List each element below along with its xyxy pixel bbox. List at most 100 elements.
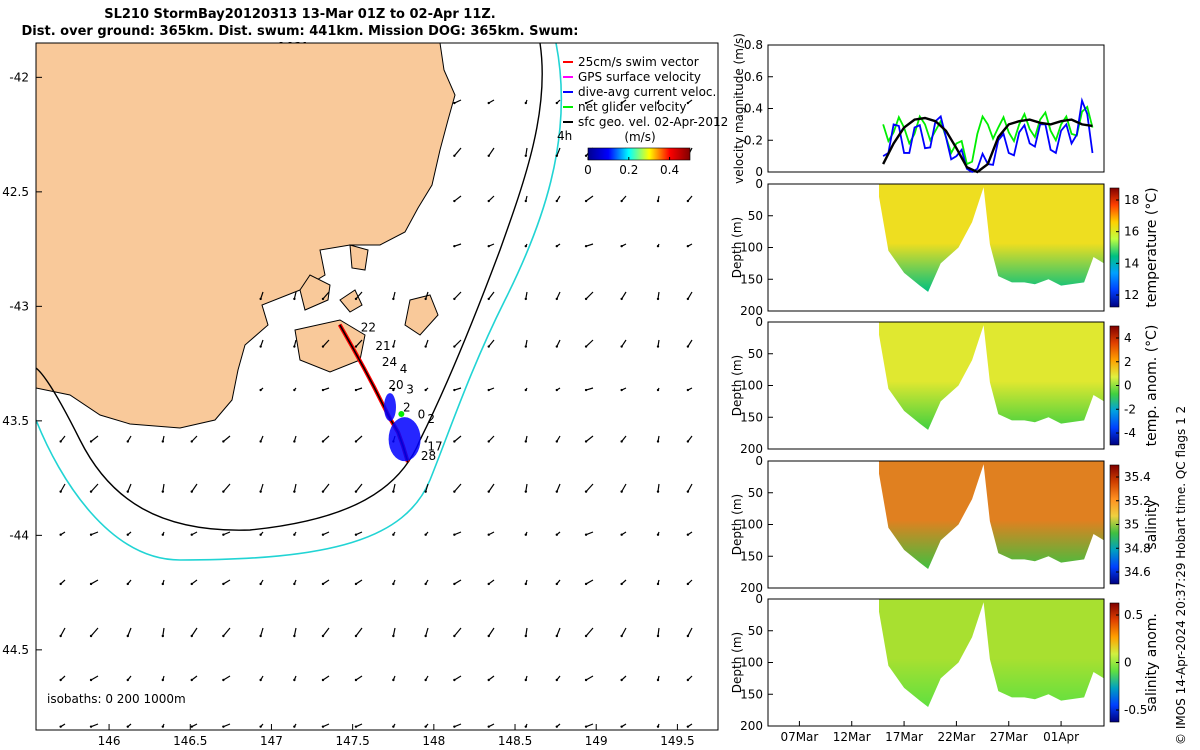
sfc-geo-arrowhead <box>524 101 528 105</box>
sfc-geo-arrow <box>322 339 330 347</box>
sfc-geo-arrow <box>260 627 264 637</box>
depth-tick-label: 200 <box>740 581 763 595</box>
isobath-200m <box>36 43 543 531</box>
velocity-y-tick-label: 0.8 <box>744 38 763 52</box>
colorbar-tick-label: 34.8 <box>1124 541 1151 555</box>
sfc-geo-arrowhead <box>524 678 528 682</box>
sfc-geo-arrowhead <box>656 345 660 348</box>
sfc-geo-arrowhead <box>59 725 62 728</box>
sfc-geo-arrowhead <box>293 345 296 348</box>
colorbar-tick-label: 35.4 <box>1124 470 1151 484</box>
day-label: 20 <box>388 378 403 392</box>
sfc-geo-arrowhead <box>59 440 62 443</box>
colorbar-tick-label: 0 <box>1124 656 1132 670</box>
sfc-geo-arrowhead <box>190 634 193 638</box>
day-label: 17 <box>427 440 442 454</box>
temp-anomaly-section-fill <box>879 322 1104 430</box>
tasmania-land <box>36 43 456 429</box>
sfc-geo-arrow <box>355 675 363 681</box>
sfc-geo-arrow <box>585 627 594 637</box>
temperature-section-fill <box>879 184 1104 292</box>
sfc-geo-arrowhead <box>686 533 690 536</box>
sfc-geo-arrowhead <box>487 440 490 443</box>
sfc-geo-vectors <box>59 99 693 728</box>
coast-island-land <box>349 244 369 271</box>
sfc-geo-arrowhead <box>293 388 296 392</box>
sfc-geo-arrowhead <box>656 101 660 105</box>
sfc-geo-arrowhead <box>126 582 129 586</box>
sfc-geo-arrow <box>222 435 231 442</box>
sfc-geo-arrow <box>657 627 660 637</box>
sfc-geo-arrow <box>488 483 495 492</box>
depth-tick-label: 0 <box>755 454 763 468</box>
sfc-geo-arrowhead <box>555 345 559 348</box>
sfc-geo-arrow <box>355 339 363 347</box>
sfc-geo-arrowhead <box>259 345 262 348</box>
map-x-tick-label: 148 <box>422 734 445 748</box>
sfc-geo-arrowhead <box>453 244 456 248</box>
map-y-tick-label: 42.5 <box>2 185 29 199</box>
sfc-geo-arrowhead <box>524 490 528 493</box>
sfc-geo-arrow <box>585 387 594 391</box>
sfc-geo-arrowhead <box>620 101 623 105</box>
depth-tick-label: 50 <box>748 347 763 361</box>
sfc-geo-arrowhead <box>686 244 690 248</box>
sfc-geo-arrowhead <box>424 297 427 301</box>
sfc-geo-arrowhead <box>453 101 456 105</box>
date-tick-label: 01Apr <box>1043 730 1079 744</box>
sfc-geo-arrow <box>355 435 363 442</box>
dive-avg-current-cluster <box>383 393 396 422</box>
salinity-section-fill <box>879 461 1104 569</box>
sfc-geo-arrow <box>260 483 264 492</box>
sfc-geo-arrow <box>191 435 198 442</box>
sfc-geo-arrowhead <box>89 440 93 443</box>
sfc-geo-arrow <box>223 579 231 585</box>
sfc-geo-arrowhead <box>453 582 456 586</box>
sfc-geo-arrowhead <box>620 388 623 392</box>
sfc-geo-arrowhead <box>424 678 427 682</box>
sfc-geo-arrowhead <box>321 297 325 301</box>
day-label: 0 <box>418 408 426 422</box>
sfc-geo-arrowhead <box>126 634 129 638</box>
colorbar-tick-label: 34.6 <box>1124 565 1151 579</box>
sfc-geo-arrowhead <box>222 533 225 536</box>
sfc-geo-arrowhead <box>555 634 559 638</box>
sfc-geo-arrowhead <box>686 725 690 728</box>
island-land <box>339 289 363 313</box>
sfc-geo-arrowhead <box>259 490 262 493</box>
colorbar-tick-label: 0 <box>584 163 592 177</box>
sfc-geo-arrowhead <box>424 388 427 392</box>
sfc-geo-arrow <box>621 627 627 637</box>
sfc-geo-arrow <box>454 99 462 104</box>
sfc-geo-arrowhead <box>524 154 528 158</box>
sfc-geo-arrow <box>293 483 297 492</box>
sfc-geo-arrowhead <box>161 678 165 682</box>
sfc-geo-arrowhead <box>161 490 165 493</box>
sfc-geo-arrowhead <box>424 725 427 728</box>
sfc-geo-arrowhead <box>555 440 559 443</box>
sfc-geo-arrow <box>90 627 99 637</box>
sfc-geo-arrowhead <box>656 582 660 586</box>
sfc-geo-arrowhead <box>392 634 395 638</box>
sfc-geo-arrowhead <box>354 345 358 348</box>
depth-tick-label: 200 <box>740 442 763 456</box>
sfc-geo-arrowhead <box>259 533 262 536</box>
velocity-series-line <box>882 116 1093 174</box>
sfc-geo-arrow <box>355 627 363 637</box>
sfc-geo-arrowhead <box>620 199 623 203</box>
sfc-geo-arrowhead <box>259 440 262 443</box>
sfc-geo-arrowhead <box>222 440 225 443</box>
sfc-geo-arrowhead <box>424 440 427 443</box>
sfc-geo-arrowhead <box>487 678 490 682</box>
colorbar-tick-label: 35.2 <box>1124 494 1151 508</box>
sfc-geo-arrow <box>621 339 627 347</box>
velocity-axes-box <box>767 44 1105 173</box>
section-temperature: 0 50 100 150 200 Depth (m) 18 16 14 12 temperature… <box>730 177 1160 318</box>
sfc-geo-arrowhead <box>453 297 456 301</box>
sfc-geo-arrowhead <box>453 678 456 682</box>
sfc-geo-arrowhead <box>453 154 456 158</box>
sfc-geo-arrowhead <box>656 297 660 301</box>
credit-text: © IMOS 14-Apr-2024 20:37:29 Hobart time.… <box>1174 406 1188 745</box>
